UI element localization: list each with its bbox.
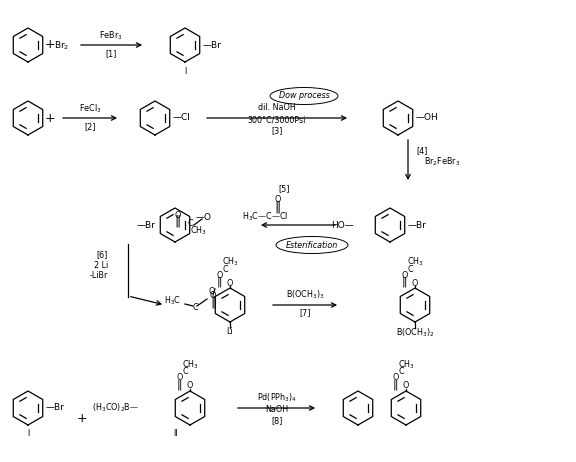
- Text: ‖: ‖: [176, 380, 182, 390]
- Text: [3]: [3]: [271, 127, 283, 135]
- Text: CH$_3$: CH$_3$: [181, 359, 198, 371]
- Text: O: O: [402, 270, 408, 280]
- Text: HO—: HO—: [331, 220, 354, 230]
- Text: O: O: [187, 382, 193, 390]
- Text: CH$_3$: CH$_3$: [397, 359, 414, 371]
- Text: C: C: [187, 219, 193, 227]
- Text: O: O: [227, 279, 233, 287]
- Text: [1]: [1]: [105, 49, 117, 59]
- Text: [5]: [5]: [278, 184, 290, 194]
- Text: Br$_2$: Br$_2$: [54, 40, 70, 52]
- Text: CH$_3$: CH$_3$: [190, 225, 207, 237]
- Text: O: O: [412, 279, 418, 287]
- Text: —Br: —Br: [136, 220, 155, 230]
- Text: FeBr$_3$: FeBr$_3$: [99, 30, 123, 42]
- Text: +: +: [77, 412, 88, 425]
- Text: [6]: [6]: [97, 250, 108, 260]
- Text: —OH: —OH: [416, 114, 439, 122]
- Text: C: C: [407, 265, 413, 274]
- Text: +: +: [45, 111, 55, 124]
- Text: FeCl$_3$: FeCl$_3$: [79, 103, 101, 115]
- Text: [7]: [7]: [300, 309, 310, 317]
- Text: -LiBr: -LiBr: [90, 270, 108, 280]
- Text: CH$_3$: CH$_3$: [222, 256, 238, 268]
- Text: —Cl: —Cl: [173, 114, 191, 122]
- Text: C: C: [192, 303, 198, 311]
- Text: Esterification: Esterification: [286, 241, 338, 249]
- Text: —Br: —Br: [203, 41, 222, 49]
- Text: +: +: [45, 38, 55, 51]
- Text: O: O: [393, 373, 399, 383]
- Text: —Br: —Br: [408, 220, 427, 230]
- Text: ‖: ‖: [174, 214, 180, 227]
- Text: C: C: [398, 367, 404, 377]
- Text: O: O: [209, 286, 215, 296]
- Text: ‖: ‖: [392, 380, 398, 390]
- Text: O: O: [175, 211, 181, 219]
- Text: C: C: [222, 265, 228, 274]
- Text: O: O: [210, 291, 216, 299]
- Text: I: I: [184, 67, 186, 75]
- Text: B(OCH$_3$)$_3$: B(OCH$_3$)$_3$: [286, 289, 324, 301]
- Text: NaOH: NaOH: [266, 406, 289, 414]
- Text: (H$_3$CO)$_2$B—: (H$_3$CO)$_2$B—: [92, 402, 139, 414]
- Text: ‖: ‖: [274, 201, 280, 213]
- Text: Br$_2$FeBr$_3$: Br$_2$FeBr$_3$: [424, 156, 460, 168]
- Text: Li: Li: [227, 327, 233, 335]
- Text: O: O: [217, 270, 223, 280]
- Text: dil. NaOH: dil. NaOH: [258, 103, 296, 113]
- Text: II: II: [173, 430, 177, 438]
- Text: O: O: [275, 195, 281, 205]
- Text: ‖: ‖: [216, 277, 222, 287]
- Text: Pd(PPh$_3$)$_4$: Pd(PPh$_3$)$_4$: [257, 392, 297, 404]
- Text: ‖: ‖: [210, 296, 216, 309]
- Text: H$_3$C: H$_3$C: [164, 295, 181, 307]
- Text: —Br: —Br: [46, 403, 65, 413]
- Text: 2 Li: 2 Li: [94, 261, 108, 269]
- Text: —O: —O: [196, 213, 212, 221]
- Text: H$_3$C—C—Cl: H$_3$C—C—Cl: [242, 211, 288, 223]
- Text: [2]: [2]: [84, 122, 96, 132]
- Text: [8]: [8]: [271, 417, 283, 426]
- Text: [4]: [4]: [416, 146, 427, 156]
- Text: I: I: [27, 430, 29, 438]
- Text: CH$_3$: CH$_3$: [407, 256, 423, 268]
- Text: 300°C/3000Psi: 300°C/3000Psi: [248, 116, 306, 124]
- Text: ‖: ‖: [401, 277, 407, 287]
- Text: B(OCH$_3$)$_2$: B(OCH$_3$)$_2$: [396, 327, 434, 339]
- Text: Dow process: Dow process: [279, 91, 329, 101]
- Text: O: O: [403, 382, 409, 390]
- Text: O: O: [177, 373, 183, 383]
- Text: C: C: [182, 367, 188, 377]
